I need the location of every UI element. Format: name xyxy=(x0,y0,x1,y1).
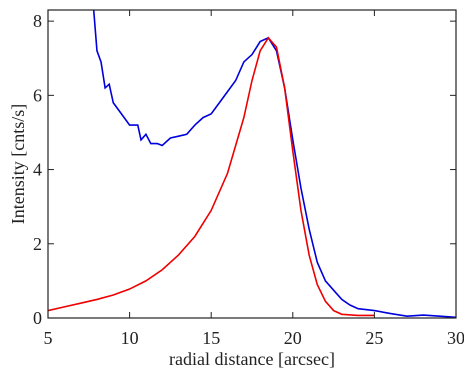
x-tick-label: 20 xyxy=(284,328,302,348)
frame xyxy=(47,9,457,319)
x-tick-label: 30 xyxy=(447,328,464,348)
y-tick-label: 8 xyxy=(33,11,42,31)
y-tick-label: 2 xyxy=(33,234,42,254)
x-tick-label: 25 xyxy=(365,328,383,348)
x-tick-label: 5 xyxy=(44,328,53,348)
x-tick-label: 15 xyxy=(202,328,220,348)
y-tick-label: 6 xyxy=(33,85,42,105)
x-axis-title: radial distance [arcsec] xyxy=(169,349,335,369)
y-tick-label: 4 xyxy=(33,160,42,180)
y-tick-label: 0 xyxy=(33,308,42,328)
y-axis-title: Intensity [cnts/s] xyxy=(8,104,28,224)
x-tick-label: 10 xyxy=(121,328,139,348)
plot-area xyxy=(48,10,456,318)
series-line xyxy=(48,36,375,317)
series-line xyxy=(92,10,456,318)
